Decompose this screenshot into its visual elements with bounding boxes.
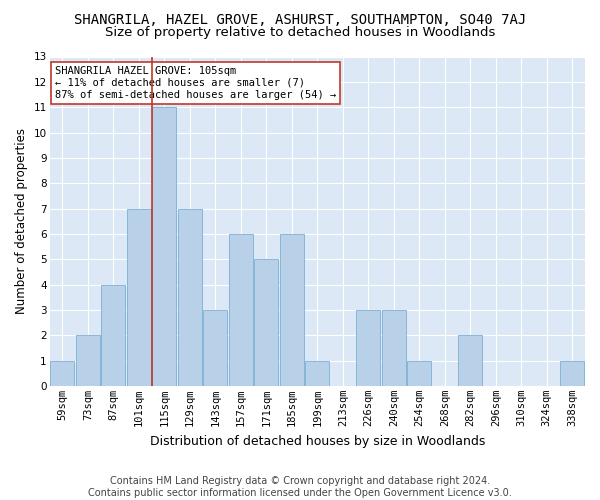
Bar	[50, 360, 74, 386]
Text: SHANGRILA, HAZEL GROVE, ASHURST, SOUTHAMPTON, SO40 7AJ: SHANGRILA, HAZEL GROVE, ASHURST, SOUTHAM…	[74, 12, 526, 26]
Bar	[254, 259, 278, 386]
Y-axis label: Number of detached properties: Number of detached properties	[15, 128, 28, 314]
Bar	[407, 360, 431, 386]
Bar	[458, 335, 482, 386]
Bar	[178, 208, 202, 386]
Bar	[127, 208, 151, 386]
Bar	[152, 107, 176, 386]
Text: Size of property relative to detached houses in Woodlands: Size of property relative to detached ho…	[105, 26, 495, 39]
Bar	[76, 335, 100, 386]
Text: SHANGRILA HAZEL GROVE: 105sqm
← 11% of detached houses are smaller (7)
87% of se: SHANGRILA HAZEL GROVE: 105sqm ← 11% of d…	[55, 66, 336, 100]
Bar	[356, 310, 380, 386]
Bar	[101, 284, 125, 386]
Bar	[560, 360, 584, 386]
Bar	[382, 310, 406, 386]
Bar	[229, 234, 253, 386]
Bar	[203, 310, 227, 386]
Bar	[305, 360, 329, 386]
Bar	[280, 234, 304, 386]
X-axis label: Distribution of detached houses by size in Woodlands: Distribution of detached houses by size …	[149, 434, 485, 448]
Text: Contains HM Land Registry data © Crown copyright and database right 2024.
Contai: Contains HM Land Registry data © Crown c…	[88, 476, 512, 498]
